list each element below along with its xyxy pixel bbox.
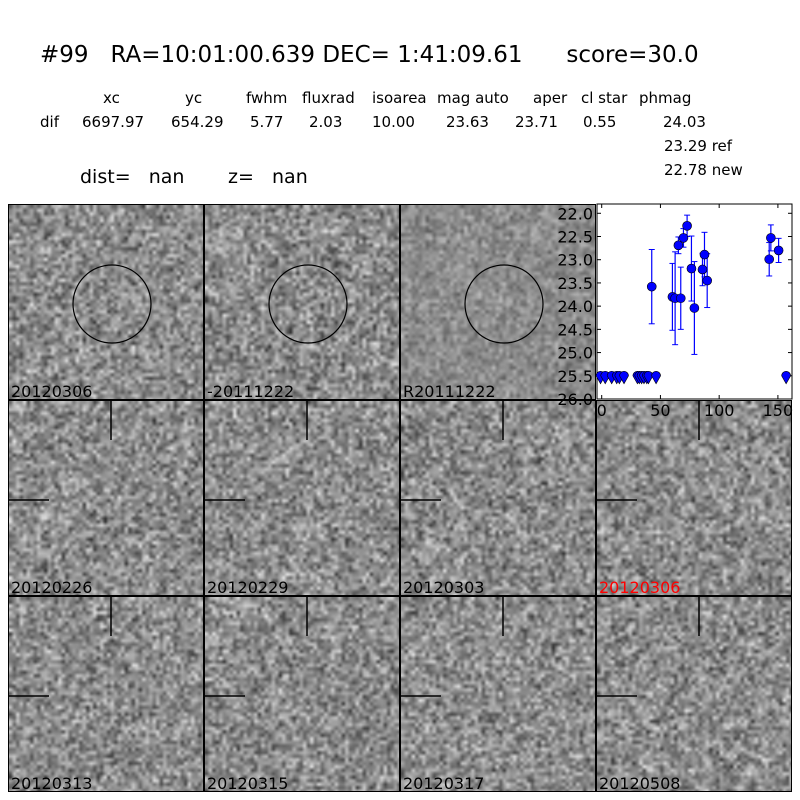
col-header-aper: aper xyxy=(533,89,568,107)
upper-limit-marker xyxy=(619,370,629,385)
value-yc: 654.29 xyxy=(171,113,224,131)
stamp-image xyxy=(401,597,595,791)
stamp-image xyxy=(9,401,203,595)
dist-value: dist= nan xyxy=(80,166,185,188)
col-header-yc: yc xyxy=(185,89,203,107)
data-point xyxy=(702,275,712,286)
value-aper: 23.71 xyxy=(515,113,558,131)
y-tick-label: 23.5 xyxy=(557,274,593,293)
stamp-date-label: 20120317 xyxy=(403,774,485,792)
image-stamp: 20120303 xyxy=(400,400,596,596)
data-point xyxy=(699,249,710,260)
col-header-fwhm: fwhm xyxy=(246,89,288,107)
stamp-image xyxy=(9,597,203,791)
data-point xyxy=(764,254,775,265)
image-stamp: 20120508 xyxy=(596,596,792,792)
image-stamp: 20120306 xyxy=(8,204,204,400)
figure-title: #99 RA=10:01:00.639 DEC= 1:41:09.61 scor… xyxy=(40,42,699,68)
data-point xyxy=(646,281,657,292)
data-point xyxy=(766,233,776,243)
z-value: z= nan xyxy=(228,166,308,188)
value-cl-star: 0.55 xyxy=(583,113,617,131)
stamp-date-label: 20120508 xyxy=(599,774,681,792)
y-tick-label: 22.5 xyxy=(557,228,593,247)
image-stamp: 20120226 xyxy=(8,400,204,596)
value-ref-mag: 23.29 ref xyxy=(664,137,733,155)
col-header-mag-auto: mag auto xyxy=(437,89,509,107)
data-point xyxy=(682,221,692,231)
stamp-image xyxy=(401,205,595,399)
data-point xyxy=(673,240,684,251)
stamp-date-label: R20111222 xyxy=(403,382,496,400)
value-mag-auto: 23.63 xyxy=(446,113,489,131)
upper-limit-marker xyxy=(651,370,661,385)
x-tick-label: 100 xyxy=(704,401,735,420)
light-curve-plot: 22.0 22.5 23.0 23.5 24.0 24.5 25.0 25.5 26.00 50 1… xyxy=(557,203,794,420)
value-xc: 6697.97 xyxy=(82,113,145,131)
data-point xyxy=(686,263,697,274)
stamp-image xyxy=(205,401,399,595)
col-header-fluxrad: fluxrad xyxy=(302,89,355,107)
target-circle xyxy=(268,264,348,344)
stamp-date-label: 20120303 xyxy=(403,578,485,596)
value-phmag: 24.03 xyxy=(663,113,706,131)
x-tick-label: 150 xyxy=(763,401,794,420)
image-stamp: 20120315 xyxy=(204,596,400,792)
image-stamp: 20120306 xyxy=(596,400,792,596)
value-fluxrad: 2.03 xyxy=(309,113,343,131)
image-stamp: 20120313 xyxy=(8,596,204,792)
row-label-dif: dif xyxy=(40,113,59,131)
stamp-image xyxy=(205,597,399,791)
image-stamp: 20120317 xyxy=(400,596,596,792)
stamp-date-label: 20120306 xyxy=(11,382,93,400)
stamp-date-label: 20120226 xyxy=(11,578,93,596)
stamp-date-label: 20120306 xyxy=(599,578,681,596)
stamp-image xyxy=(597,401,791,595)
stamp-date-label: 20120229 xyxy=(207,578,289,596)
upper-limit-marker xyxy=(781,370,791,385)
image-stamp: -20111222 xyxy=(204,204,400,400)
stamp-date-label: 20120315 xyxy=(207,774,289,792)
value-isoarea: 10.00 xyxy=(372,113,415,131)
image-stamp: R20111222 xyxy=(400,204,596,400)
y-tick-label: 23.0 xyxy=(557,251,593,270)
data-point xyxy=(689,303,700,313)
value-fwhm: 5.77 xyxy=(250,113,284,131)
stamp-image xyxy=(597,597,791,791)
target-circle xyxy=(72,264,152,344)
data-point xyxy=(678,233,689,243)
value-new-mag: 22.78 new xyxy=(664,161,743,179)
stamp-date-label: -20111222 xyxy=(207,382,295,400)
data-point xyxy=(675,293,686,304)
y-tick-label: 25.0 xyxy=(557,344,593,363)
stamp-image xyxy=(9,205,203,399)
target-circle xyxy=(464,264,544,344)
col-header-isoarea: isoarea xyxy=(372,89,427,107)
y-tick-label: 25.5 xyxy=(557,367,593,386)
x-tick-label: 50 xyxy=(650,401,670,420)
stamp-image xyxy=(205,205,399,399)
col-header-phmag: phmag xyxy=(639,89,692,107)
image-stamp: 20120229 xyxy=(204,400,400,596)
x-tick-label: 0 xyxy=(597,401,607,420)
y-tick-label: 22.0 xyxy=(557,204,593,223)
stamp-image xyxy=(401,401,595,595)
data-point xyxy=(697,264,708,275)
stamp-date-label: 20120313 xyxy=(11,774,93,792)
y-tick-label: 24.5 xyxy=(557,320,593,339)
col-header-cl-star: cl star xyxy=(581,89,628,107)
col-header-xc: xc xyxy=(103,89,120,107)
y-tick-label: 24.0 xyxy=(557,297,593,316)
data-point xyxy=(773,245,784,256)
y-tick-label: 26.0 xyxy=(557,390,593,409)
